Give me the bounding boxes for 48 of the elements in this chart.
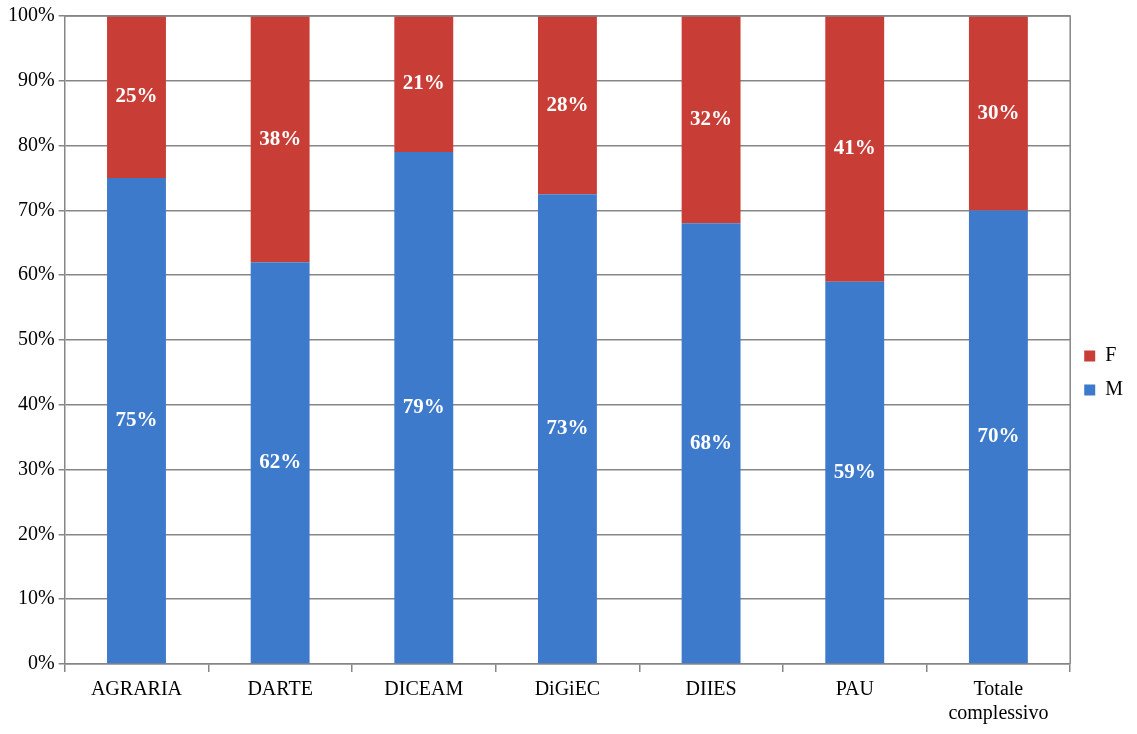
y-tick-label: 40%: [17, 392, 55, 415]
data-label: 21%: [402, 70, 445, 95]
y-tick-label: 0%: [27, 651, 55, 674]
legend-label: F: [1105, 343, 1117, 366]
x-tick-label: DiGiEC: [534, 677, 601, 700]
bar: [537, 16, 597, 195]
bar: [394, 16, 454, 153]
x-tick-label: AGRARIA: [90, 677, 183, 700]
bar: [250, 262, 310, 664]
data-label: 79%: [402, 394, 445, 419]
data-label: 73%: [546, 415, 589, 440]
bar: [681, 16, 741, 224]
x-tick-label: DARTE: [247, 677, 313, 700]
data-label: 28%: [546, 91, 589, 116]
y-tick-label: 20%: [17, 521, 55, 544]
data-label: 41%: [833, 135, 876, 160]
data-label: 30%: [977, 99, 1020, 124]
y-tick-label: 30%: [17, 456, 55, 479]
bar: [681, 223, 741, 664]
y-tick-label: 70%: [17, 197, 55, 220]
data-label: 38%: [259, 125, 302, 150]
data-label: 70%: [977, 423, 1020, 448]
y-tick-label: 10%: [17, 586, 55, 609]
data-label: 62%: [259, 449, 302, 474]
bar: [825, 281, 885, 664]
x-tick-label: DICEAM: [384, 677, 464, 700]
x-tick-label: PAU: [835, 677, 875, 700]
bar: [537, 194, 597, 664]
bar: [968, 16, 1028, 211]
data-label: 59%: [833, 458, 876, 483]
bar: [107, 178, 166, 664]
bar: [394, 152, 454, 664]
bar: [968, 210, 1028, 664]
x-tick-label: Totale complessivo: [948, 677, 1049, 725]
data-label: 32%: [690, 106, 733, 131]
y-tick-label: 60%: [17, 262, 55, 285]
data-label: 75%: [115, 407, 158, 432]
data-label: 68%: [690, 429, 733, 454]
data-label: 25%: [115, 83, 158, 108]
bar: [250, 16, 310, 263]
y-tick-label: 50%: [17, 327, 55, 350]
legend-label: M: [1105, 377, 1124, 400]
bar: [107, 16, 166, 178]
bar: [825, 16, 885, 282]
y-tick-label: 80%: [17, 132, 55, 155]
y-tick-label: 90%: [17, 68, 55, 91]
y-tick-label: 100%: [7, 3, 55, 26]
x-tick-label: DIIES: [685, 677, 737, 700]
